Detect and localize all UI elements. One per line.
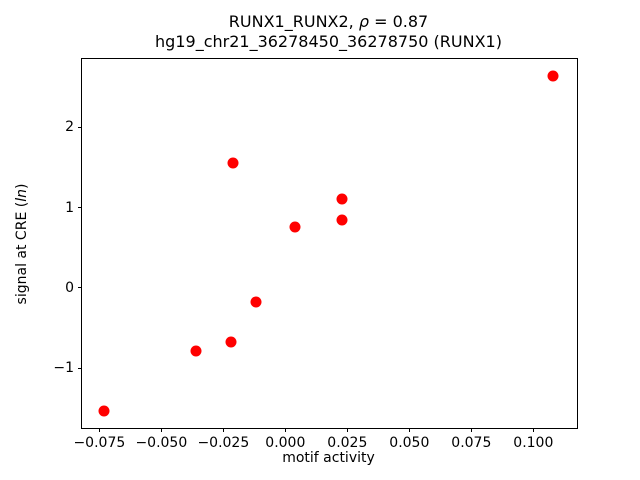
x-tick-label: 0.000 (265, 435, 306, 451)
data-point (289, 221, 301, 233)
y-tick-label: 2 (65, 119, 74, 136)
x-tick-mark (470, 428, 472, 432)
y-tick-label: −1 (53, 360, 74, 377)
x-tick-mark (532, 428, 534, 432)
x-tick-label: 0.050 (389, 435, 430, 451)
data-point (225, 336, 237, 348)
y-tick-mark (78, 207, 82, 209)
y-tick-mark (78, 287, 82, 289)
title-suffix: = 0.87 (369, 12, 429, 31)
x-tick-mark (222, 428, 224, 432)
data-point (250, 296, 262, 308)
x-tick-mark (408, 428, 410, 432)
ylabel-ln: ln (14, 189, 30, 202)
x-tick-label: −0.025 (197, 435, 250, 451)
data-point (98, 405, 110, 417)
data-point (227, 157, 239, 169)
y-tick-label: 1 (65, 199, 74, 216)
y-tick-label: 0 (65, 279, 74, 296)
x-tick-label: 0.075 (451, 435, 492, 451)
data-point (336, 214, 348, 226)
x-tick-mark (284, 428, 286, 432)
chart-title-line1: RUNX1_RUNX2, ρ = 0.87 (81, 12, 576, 32)
x-tick-mark (160, 428, 162, 432)
y-tick-mark (78, 367, 82, 369)
title-prefix: RUNX1_RUNX2, (228, 12, 359, 31)
y-axis-label: signal at CRE (ln) (14, 184, 30, 305)
rho-symbol: ρ (358, 12, 369, 31)
x-tick-label: 0.025 (327, 435, 368, 451)
data-point (190, 345, 202, 357)
data-point (547, 70, 559, 82)
x-tick-label: −0.050 (135, 435, 188, 451)
chart-title: RUNX1_RUNX2, ρ = 0.87 hg19_chr21_3627845… (81, 12, 576, 52)
ylabel-prefix: signal at CRE ( (14, 201, 30, 305)
y-tick-mark (78, 126, 82, 128)
chart-title-line2: hg19_chr21_36278450_36278750 (RUNX1) (155, 32, 502, 51)
plot-area: −0.075 −0.050 −0.025 0.000 0.025 0.050 0.075 0.… (53, 58, 578, 451)
ylabel-suffix: ) (14, 183, 30, 190)
x-tick-mark (98, 428, 100, 432)
x-tick-mark (346, 428, 348, 432)
x-axis-label: motif activity (282, 450, 375, 466)
x-tick-label: 0.100 (513, 435, 554, 451)
x-tick-label: −0.075 (73, 435, 126, 451)
data-point (336, 193, 348, 205)
